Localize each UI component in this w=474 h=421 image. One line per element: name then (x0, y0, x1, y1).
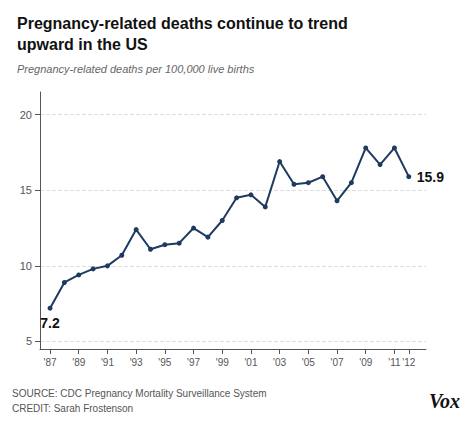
svg-text:'99: '99 (216, 357, 229, 368)
svg-text:Vox: Vox (429, 390, 460, 412)
svg-text:'09: '09 (359, 357, 372, 368)
svg-text:Pregnancy-related deaths conti: Pregnancy-related deaths continue to tre… (17, 15, 348, 32)
svg-text:'97: '97 (187, 357, 200, 368)
svg-text:Pregnancy-related deaths per 1: Pregnancy-related deaths per 100,000 liv… (17, 63, 255, 75)
svg-text:7.2: 7.2 (40, 315, 60, 331)
svg-text:'95: '95 (158, 357, 171, 368)
svg-text:'07: '07 (331, 357, 344, 368)
svg-text:SOURCE: CDC Pregnancy Mortalit: SOURCE: CDC Pregnancy Mortality Surveill… (12, 388, 267, 399)
svg-text:'03: '03 (273, 357, 286, 368)
svg-text:'91: '91 (101, 357, 114, 368)
svg-text:'12: '12 (402, 357, 415, 368)
svg-text:'93: '93 (130, 357, 143, 368)
svg-text:15.9: 15.9 (417, 169, 444, 185)
svg-text:'05: '05 (302, 357, 315, 368)
svg-text:'01: '01 (244, 357, 257, 368)
svg-text:5: 5 (26, 335, 32, 347)
svg-text:15: 15 (20, 184, 32, 196)
svg-text:20: 20 (20, 109, 32, 121)
svg-text:'11: '11 (388, 357, 401, 368)
svg-text:'89: '89 (72, 357, 85, 368)
svg-text:'87: '87 (44, 357, 57, 368)
svg-text:CREDIT: Sarah Frostenson: CREDIT: Sarah Frostenson (12, 403, 133, 414)
svg-text:10: 10 (20, 260, 32, 272)
svg-text:upward in the US: upward in the US (17, 36, 148, 53)
